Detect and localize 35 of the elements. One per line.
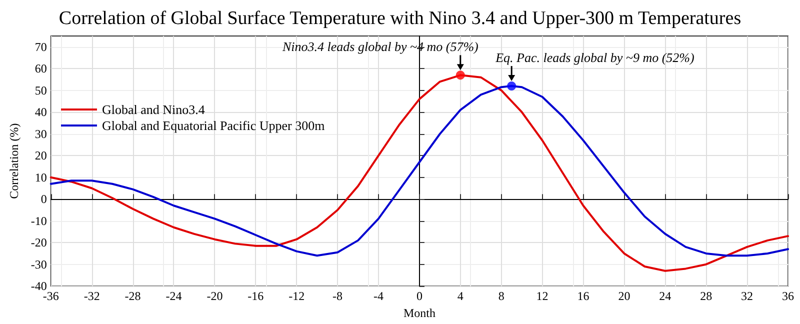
x-tick-label: 8 — [498, 289, 504, 304]
y-tick-label: 60 — [34, 62, 47, 76]
x-tick-label: -32 — [84, 289, 100, 304]
legend-label: Global and Equatorial Pacific Upper 300m — [102, 118, 325, 133]
x-tick-label: 28 — [700, 289, 712, 304]
x-tick-label: 32 — [741, 289, 754, 304]
y-tick-label: 40 — [34, 105, 47, 120]
x-tick-label: 12 — [536, 289, 548, 304]
x-tick-label: 36 — [782, 289, 794, 304]
y-tick-label: -30 — [30, 257, 47, 272]
x-tick-label: -8 — [332, 289, 343, 304]
x-tick-label: -16 — [248, 289, 264, 304]
y-tick-label: 10 — [34, 170, 47, 184]
y-tick-label: 30 — [34, 126, 47, 141]
x-tick-label: 4 — [457, 289, 464, 304]
x-tick-label: 20 — [618, 289, 630, 304]
x-tick-label: -4 — [374, 289, 384, 304]
y-tick-label: 70 — [34, 40, 47, 54]
x-tick-label: 24 — [659, 289, 672, 304]
y-tick-label: -10 — [30, 214, 47, 228]
x-tick-label: 0 — [416, 289, 422, 304]
x-tick-label: -24 — [166, 289, 182, 304]
y-tick-label: 0 — [40, 192, 47, 206]
x-axis-title: Month — [403, 306, 436, 320]
y-axis-title: Correlation (%) — [7, 123, 21, 199]
chart-title: Correlation of Global Surface Temperature with Nino 3.4 and Upper-300 m Temperatures — [58, 8, 742, 29]
y-tick-label: 20 — [34, 148, 47, 163]
legend-label: Global and Nino3.4 — [102, 102, 206, 117]
y-tick-label: -20 — [30, 236, 47, 250]
annotation: Eq. Pac. leads global by ~9 mo (52%) — [494, 50, 694, 66]
y-tick-label: 50 — [34, 83, 47, 98]
x-tick-label: -28 — [124, 289, 141, 304]
x-tick-label: 16 — [577, 289, 590, 304]
x-tick-label: -12 — [288, 289, 305, 304]
x-tick-label: -20 — [206, 289, 223, 304]
